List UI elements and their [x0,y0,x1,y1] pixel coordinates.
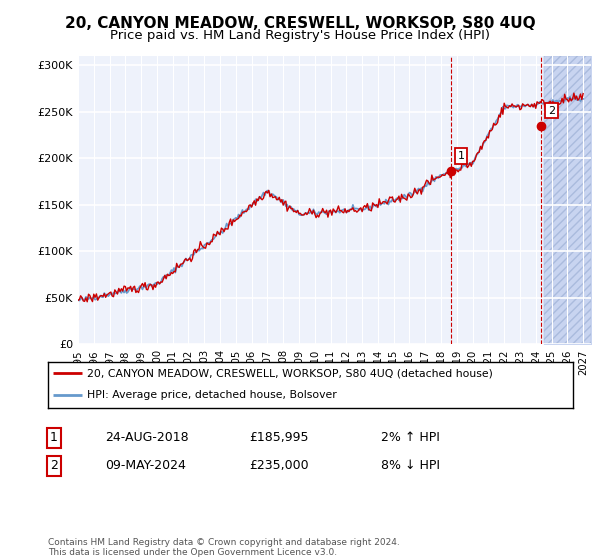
Text: £235,000: £235,000 [249,459,308,473]
Text: 1: 1 [50,431,58,445]
Text: 24-AUG-2018: 24-AUG-2018 [105,431,188,445]
Text: 2: 2 [50,459,58,473]
Text: 09-MAY-2024: 09-MAY-2024 [105,459,186,473]
Text: 8% ↓ HPI: 8% ↓ HPI [381,459,440,473]
Text: 1: 1 [458,151,464,161]
Text: Price paid vs. HM Land Registry's House Price Index (HPI): Price paid vs. HM Land Registry's House … [110,29,490,42]
Text: 20, CANYON MEADOW, CRESWELL, WORKSOP, S80 4UQ (detached house): 20, CANYON MEADOW, CRESWELL, WORKSOP, S8… [88,368,493,378]
Text: 2% ↑ HPI: 2% ↑ HPI [381,431,440,445]
Text: 20, CANYON MEADOW, CRESWELL, WORKSOP, S80 4UQ: 20, CANYON MEADOW, CRESWELL, WORKSOP, S8… [65,16,535,31]
Text: Contains HM Land Registry data © Crown copyright and database right 2024.
This d: Contains HM Land Registry data © Crown c… [48,538,400,557]
Text: £185,995: £185,995 [249,431,308,445]
Text: HPI: Average price, detached house, Bolsover: HPI: Average price, detached house, Bols… [88,390,337,400]
Text: 2: 2 [548,106,555,116]
